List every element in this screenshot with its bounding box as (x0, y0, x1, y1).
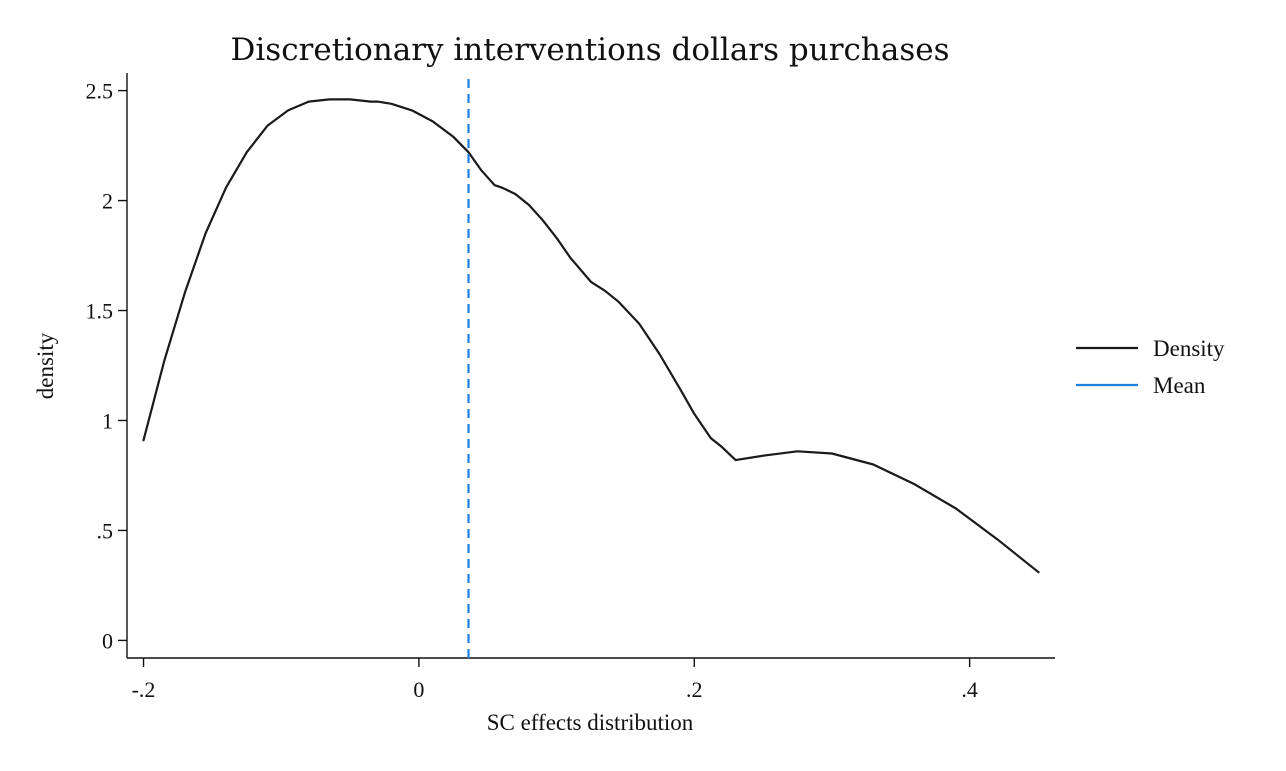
y-tick-label: 0 (102, 628, 113, 653)
chart-title: Discretionary interventions dollars purc… (231, 32, 950, 68)
y-tick-label: .5 (97, 518, 114, 543)
x-tick-label: -.2 (132, 677, 156, 702)
density-series-line (142, 98, 1040, 574)
x-tick-label: .4 (961, 677, 978, 702)
plot-area: 0 .5 1 1.5 2 2.5 -.2 0 .2 .4 (86, 73, 1055, 702)
x-axis-label: SC effects distribution (487, 710, 694, 735)
legend: Density Mean (1076, 336, 1225, 398)
x-tick-label: .2 (686, 677, 703, 702)
y-tick-label: 1.5 (86, 299, 114, 324)
x-axis-ticks: -.2 0 .2 .4 (132, 658, 978, 702)
density-legend-label: Density (1153, 336, 1225, 361)
series-layer (142, 73, 1040, 658)
mean-legend-label: Mean (1153, 373, 1206, 398)
y-tick-label: 2.5 (86, 79, 114, 104)
y-tick-label: 1 (102, 408, 113, 433)
y-axis-ticks: 0 .5 1 1.5 2 2.5 (86, 79, 127, 653)
y-axis-label: density (33, 332, 58, 399)
x-tick-label: 0 (413, 677, 424, 702)
y-tick-label: 2 (102, 189, 113, 214)
